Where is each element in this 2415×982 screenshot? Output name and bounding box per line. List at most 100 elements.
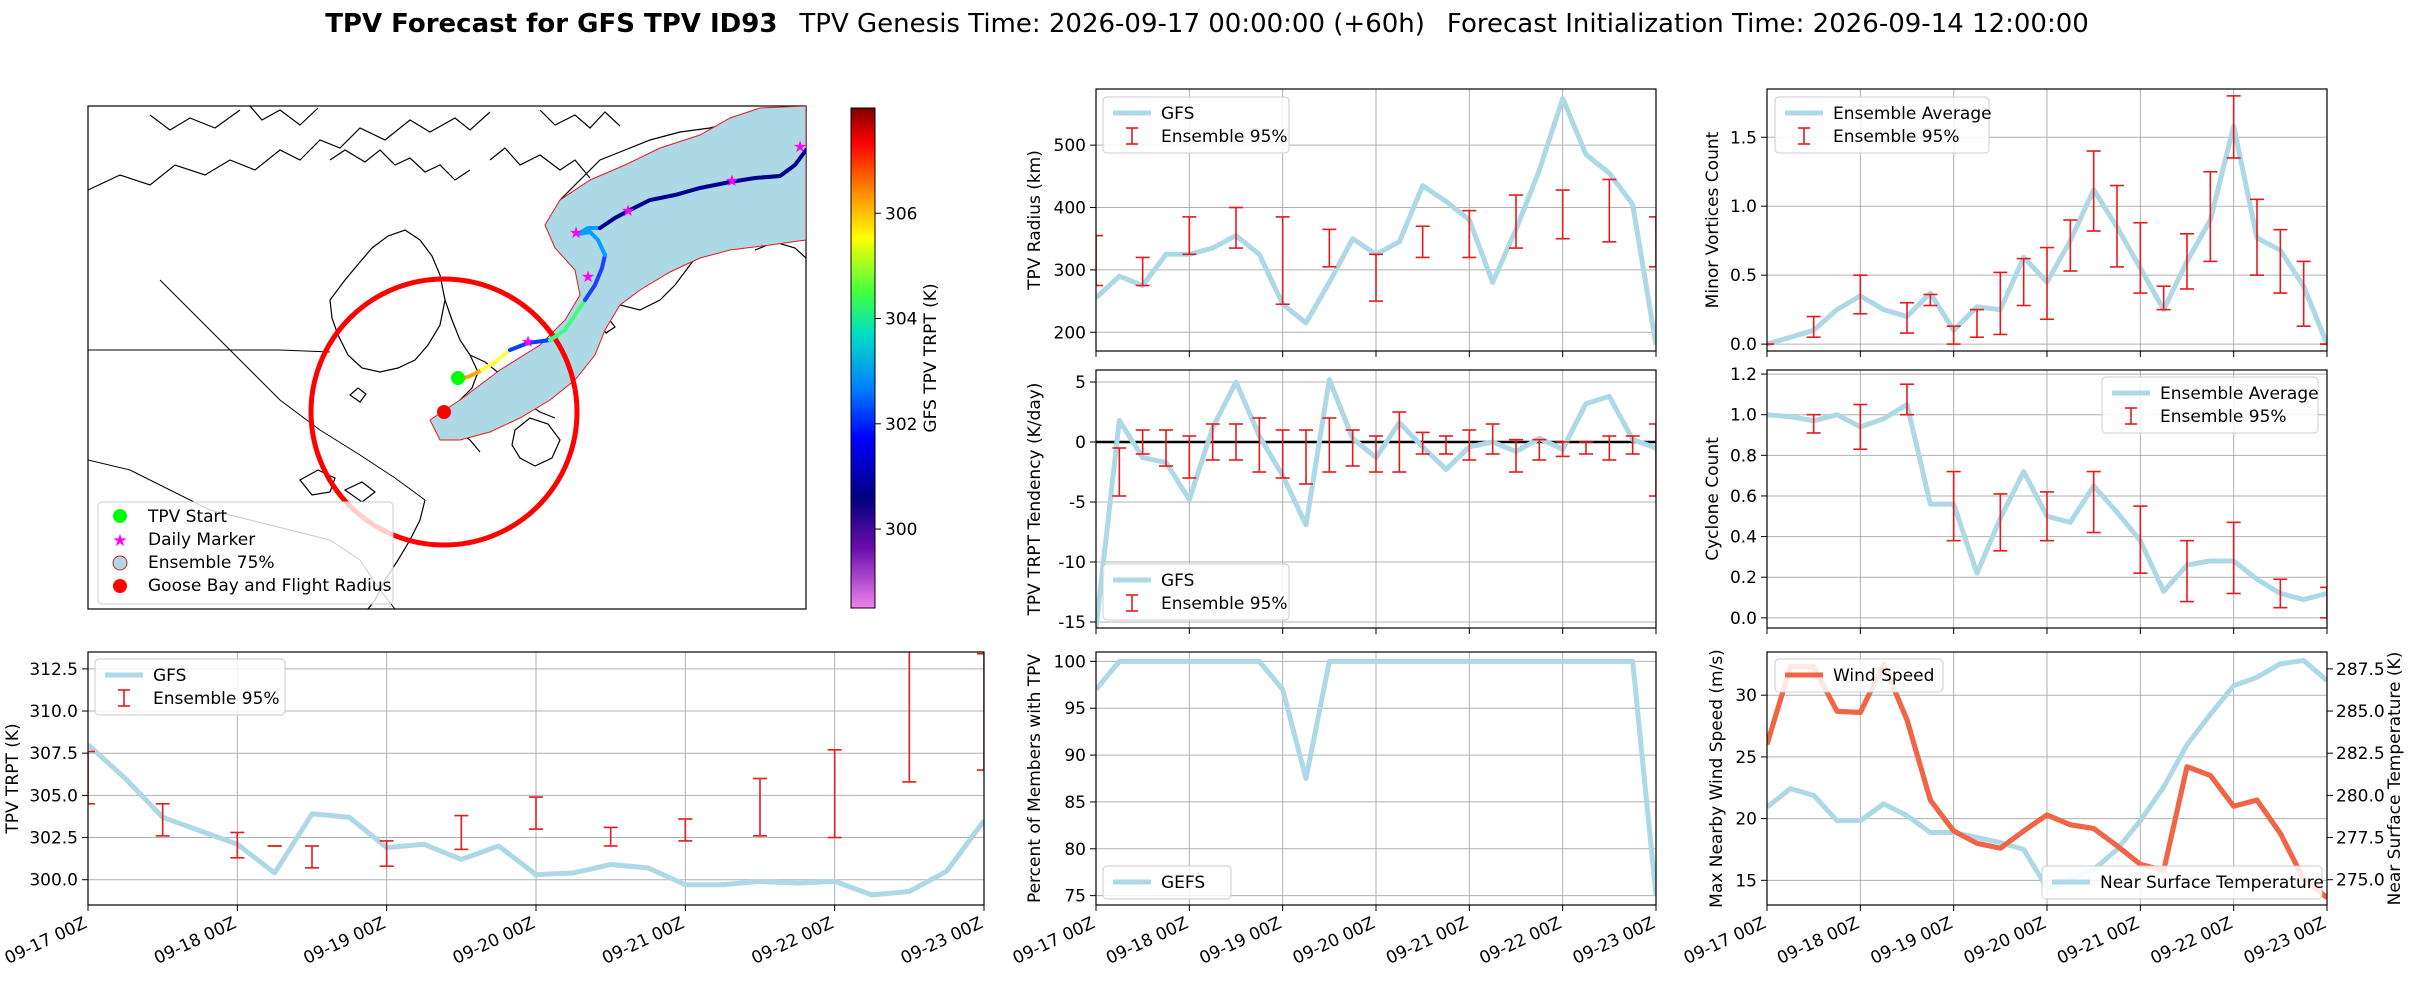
- error-bar: [1853, 274, 1868, 315]
- members-panel: 75 80 85 90 95 100 09-17 00Z 09-18 00Z 09-19 00Z…: [1010, 651, 1658, 969]
- map-legend: TPV Start ★ Daily Marker Ensemble 75% Go…: [97, 501, 394, 605]
- error-bar: [1135, 256, 1150, 287]
- daily-markers: ★ ★ ★ ★ ★ ★: [521, 137, 807, 351]
- legend-daily-label: Daily Marker: [148, 530, 255, 550]
- cyclone-panel: 0.0 0.2 0.4 0.6 0.8 1.0 1.2 Cyclone Count Ensemb…: [1703, 365, 2328, 634]
- error-bar: [454, 814, 469, 851]
- x-tick-label: 09-19 00Z: [1867, 913, 1955, 968]
- y-tick-label: 0.0: [1730, 335, 1757, 355]
- legend: Ensemble Average Ensemble 95%: [1774, 96, 1992, 154]
- y-tick-label: 15: [1735, 871, 1757, 891]
- error-bar: [2226, 95, 2241, 159]
- error-bar: [1602, 178, 1617, 243]
- error-bar: [88, 750, 95, 805]
- title-init: Forecast Initialization Time: 2026-09-14…: [1447, 9, 2089, 39]
- error-bar: [1532, 438, 1547, 461]
- legend-label: Ensemble 95%: [153, 689, 280, 709]
- y-axis-label: TPV TRPT (K): [3, 723, 23, 834]
- error-bar: [1182, 435, 1197, 479]
- y-tick-label: -5: [1069, 493, 1086, 513]
- error-bar: [1579, 441, 1593, 455]
- tpv-start-marker: [451, 371, 465, 385]
- error-bar: [1275, 429, 1290, 479]
- error-bar: [1415, 431, 1430, 455]
- error-bar: [379, 840, 394, 868]
- wind-temp-panel: 15 20 25 30 09-17 00Z 09-18 00Z 09-19 00Z 09-20…: [1681, 649, 2405, 969]
- error-bar: [603, 826, 618, 847]
- x-tick-label: 09-19 00Z: [1196, 913, 1284, 968]
- legend-errorbar-icon: [2125, 407, 2137, 425]
- y-tick-label: 0.0: [1730, 609, 1757, 629]
- x-tick-label: 09-19 00Z: [300, 913, 388, 968]
- y-tick-label: 300.0: [29, 871, 78, 891]
- error-bar: [230, 831, 245, 859]
- map-legend-box: [97, 501, 394, 605]
- error-bar: [1649, 423, 1656, 497]
- x-tick-label: 09-18 00Z: [1103, 913, 1191, 968]
- y-tick-label: 1.2: [1730, 365, 1757, 385]
- map-panel: ★ ★ ★ ★ ★ ★ TPV Start ★ Daily Marker Ens…: [87, 105, 941, 610]
- y-tick-label: 307.5: [29, 744, 78, 764]
- legend-label: Ensemble 95%: [2160, 407, 2287, 427]
- legend-box: [1774, 96, 1990, 154]
- error-bar: [2040, 246, 2054, 321]
- y-tick-label: 20: [1735, 810, 1757, 830]
- goose-bay-marker: [437, 405, 451, 419]
- colorbar: [850, 107, 876, 609]
- y-tick-label: 25: [1735, 748, 1757, 768]
- daily-marker: ★: [793, 137, 807, 156]
- legend-box: [1102, 865, 1232, 900]
- y-tick-label: 300: [1054, 261, 1086, 281]
- legend-goosebay-label: Goose Bay and Flight Radius: [148, 576, 392, 596]
- error-bar: [1993, 493, 2008, 552]
- error-bar: [2133, 505, 2148, 574]
- error-bar: [1096, 234, 1103, 287]
- y-tick-label: 200: [1054, 323, 1086, 343]
- error-bar: [2063, 219, 2078, 272]
- error-bar: [678, 818, 693, 842]
- error-bar: [2016, 257, 2031, 307]
- y-tick-label: 305.0: [29, 786, 78, 806]
- y-axis-label: TPV Radius (km): [1025, 150, 1045, 291]
- title-bold: TPV Forecast for GFS TPV ID93: [325, 9, 777, 39]
- x-tick-label: 09-23 00Z: [898, 913, 986, 968]
- y-tick-label: 0.8: [1730, 446, 1757, 466]
- error-bar: [827, 749, 842, 839]
- legend: GFS Ensemble 95%: [94, 658, 286, 716]
- error-bar: [1923, 293, 1938, 307]
- trpt-panel: 300.0 302.5 305.0 307.5 310.0 312.5 09-17 00Z 0…: [2, 651, 986, 969]
- legend-start-label: TPV Start: [147, 507, 228, 527]
- legend-label: GFS: [1161, 571, 1194, 591]
- y-right-axis-label: Near Surface Temperature (K): [2385, 652, 2405, 906]
- x-tick-label: 09-21 00Z: [1383, 913, 1471, 968]
- error-bar: [155, 802, 170, 837]
- y-tick-label: 30: [1735, 686, 1757, 706]
- error-bar: [1509, 194, 1523, 249]
- x-tick-label: 09-22 00Z: [748, 913, 836, 968]
- y-tick-label: 0: [1075, 433, 1086, 453]
- error-bar: [2133, 221, 2148, 294]
- legend-label: GFS: [153, 666, 186, 686]
- daily-marker: ★: [581, 267, 595, 286]
- legend-box: [1774, 658, 1944, 693]
- y-tick-label: -15: [1058, 613, 1086, 633]
- error-bar: [2180, 539, 2194, 603]
- y-axis-label: Percent of Members with TPV: [1025, 654, 1045, 903]
- error-bar: [2110, 184, 2124, 268]
- error-bar: [529, 796, 543, 830]
- legend-errorbar-icon: [1798, 127, 1810, 145]
- error-bar: [2180, 232, 2194, 290]
- error-bar: [1485, 423, 1500, 455]
- y-axis-label: Cyclone Count: [1703, 437, 1723, 561]
- y-tick-label: 85: [1064, 793, 1086, 813]
- legend-label: Ensemble 95%: [1833, 127, 1960, 147]
- x-tick-label: 09-21 00Z: [2054, 913, 2142, 968]
- legend-box: [2041, 865, 2323, 900]
- y-tick-label: 1.0: [1730, 406, 1757, 426]
- colorbar-tick-label: 304: [885, 310, 917, 330]
- x-tick-label: 09-22 00Z: [2147, 913, 2235, 968]
- legend-ensemble-label: Ensemble 75%: [148, 553, 275, 573]
- error-bar: [1649, 216, 1656, 268]
- y-tick-label: 1.0: [1730, 197, 1757, 217]
